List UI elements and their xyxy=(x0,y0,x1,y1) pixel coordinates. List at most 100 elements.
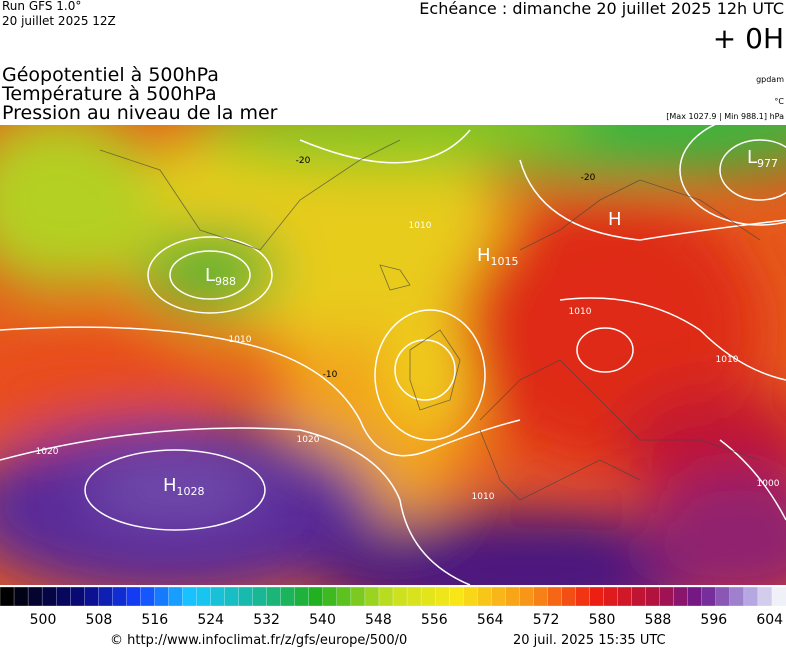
colorbar-label: 588 xyxy=(645,612,672,628)
colorbar-cell xyxy=(743,586,759,607)
colorbar-cell xyxy=(505,586,520,607)
colorbar-cell xyxy=(210,586,226,607)
colorbar-cell xyxy=(140,586,156,607)
pressure-center: L988 xyxy=(205,265,236,288)
colorbar-label: 524 xyxy=(197,612,224,628)
pressure-center: H1028 xyxy=(163,475,205,498)
forecast-time: Echéance : dimanche 20 juillet 2025 12h … xyxy=(419,0,784,18)
center-letter: L xyxy=(205,265,215,286)
colorbar-label: 556 xyxy=(421,612,448,628)
temperature-label: -10 xyxy=(323,370,338,380)
colorbar-cell xyxy=(27,586,43,607)
unit-label: [Max 1027.9 | Min 988.1] hPa xyxy=(666,112,784,121)
temperature-label: -20 xyxy=(296,156,311,166)
colorbar-label: 540 xyxy=(309,612,336,628)
unit-label: °C xyxy=(774,97,784,106)
colorbar-cell xyxy=(575,586,591,607)
field-name: Température à 500hPa xyxy=(1,83,217,105)
colorbar-cell xyxy=(519,586,535,607)
colorbar-label: 548 xyxy=(365,612,392,628)
colorbar-cell xyxy=(378,586,394,607)
colorbar-cell xyxy=(645,586,661,607)
colorbar-cell xyxy=(350,586,366,607)
colorbar-cell xyxy=(112,586,127,607)
center-letter: H xyxy=(163,475,177,496)
colorbar-cell xyxy=(631,586,647,607)
colorbar-cell xyxy=(126,586,142,607)
isobar-label: 1000 xyxy=(757,479,780,489)
colorbar-cell xyxy=(463,586,478,607)
colorbar-cell xyxy=(715,586,731,607)
colorbar-cell xyxy=(266,586,282,607)
colorbar-cell xyxy=(617,586,633,607)
center-letter: H xyxy=(477,245,491,266)
colorbar-cell xyxy=(477,586,492,607)
colorbar-cell xyxy=(98,586,113,607)
colorbar-cell xyxy=(757,586,773,607)
colorbar-cell xyxy=(589,586,605,607)
colorbar-cell xyxy=(364,586,380,607)
pressure-center: H xyxy=(608,209,622,230)
run-date: 20 juillet 2025 12Z xyxy=(2,14,116,28)
field-name: Géopotentiel à 500hPa xyxy=(2,64,219,86)
colorbar-cell xyxy=(308,586,324,607)
colorbar-label: 604 xyxy=(756,612,783,628)
colorbar-cell xyxy=(224,586,240,607)
colorbar-cell xyxy=(322,586,338,607)
colorbar-label: 572 xyxy=(533,612,560,628)
field-name: Pression au niveau de la mer xyxy=(2,102,278,124)
colorbar-cell xyxy=(406,586,422,607)
colorbar-cell xyxy=(392,586,408,607)
colorbar-cell xyxy=(448,586,464,607)
colorbar-cell xyxy=(701,586,717,607)
colorbar-cell xyxy=(154,586,170,607)
center-value: 1028 xyxy=(177,485,205,498)
run-label: Run GFS 1.0° xyxy=(2,0,81,13)
center-value: 977 xyxy=(757,157,778,170)
map-field xyxy=(0,125,786,585)
temperature-label: -20 xyxy=(581,173,596,183)
colorbar-cell xyxy=(547,586,563,607)
isobar-label: 1020 xyxy=(36,447,59,457)
colorbar-label: 500 xyxy=(30,612,57,628)
colorbar-cell xyxy=(280,586,296,607)
colorbar-label: 532 xyxy=(253,612,280,628)
colorbar-cell xyxy=(55,586,71,607)
colorbar-cell xyxy=(420,586,436,607)
colorbar-cell xyxy=(491,586,506,607)
colorbar-cell xyxy=(70,586,85,607)
unit-label: gpdam xyxy=(756,75,784,84)
center-value: 1015 xyxy=(491,255,519,268)
colorbar-cell xyxy=(168,586,184,607)
isobar-label: 1010 xyxy=(472,492,495,502)
isobar-label: 1010 xyxy=(716,355,739,365)
colorbar-cell xyxy=(41,586,57,607)
colorbar-cell xyxy=(533,586,549,607)
isobar-label: 1010 xyxy=(409,221,432,231)
colorbar-cell xyxy=(434,586,450,607)
colorbar-cell xyxy=(771,586,786,607)
colorbar-label: 564 xyxy=(477,612,504,628)
pressure-center: L977 xyxy=(747,147,778,170)
isobar-label: 1010 xyxy=(229,335,252,345)
colorbar-label: 580 xyxy=(589,612,616,628)
colorbar-cell xyxy=(294,586,310,607)
isobar-label: 1020 xyxy=(297,435,320,445)
colorbar-cell xyxy=(659,586,675,607)
center-letter: L xyxy=(747,147,757,168)
colorbar-cell xyxy=(182,586,198,607)
colorbar-cell xyxy=(13,586,29,607)
center-value: 988 xyxy=(215,275,236,288)
colorbar-cell xyxy=(687,586,703,607)
colorbar-cell xyxy=(561,586,577,607)
colorbar-cell xyxy=(673,586,689,607)
colorbar-cell xyxy=(196,586,212,607)
colorbar-cell xyxy=(603,586,619,607)
colorbar-label: 516 xyxy=(141,612,168,628)
isobar-label: 1010 xyxy=(569,307,592,317)
colorbar-cell xyxy=(729,586,745,607)
colorbar-cell xyxy=(336,586,352,607)
colorbar-cell xyxy=(252,586,268,607)
center-letter: H xyxy=(608,209,622,230)
